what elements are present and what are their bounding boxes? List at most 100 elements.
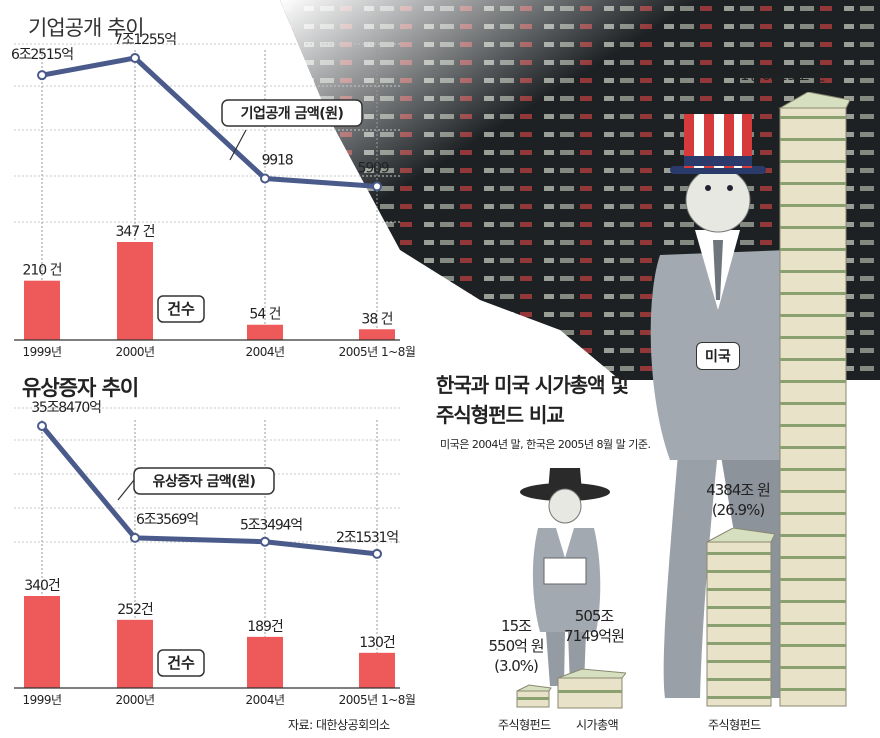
- money-band: [780, 204, 846, 207]
- money-band: [780, 248, 846, 251]
- money-band: [780, 226, 846, 229]
- money-band: [780, 380, 846, 383]
- amount-label: 2조1531억: [336, 530, 398, 546]
- amount-label: 5909: [358, 160, 389, 176]
- money-band: [780, 160, 846, 163]
- kr-fund-amount-1: 15조: [501, 617, 532, 635]
- amount-point: [372, 548, 382, 559]
- money-band: [707, 606, 771, 609]
- bar-value-label: 54 건: [249, 307, 280, 323]
- callout-box: [133, 467, 275, 495]
- kr-cap-stack: [557, 668, 626, 709]
- amount-callout: 기업공개 금액(원): [221, 99, 363, 161]
- comparison-title-line2: 주식형펀드 비교: [436, 403, 565, 427]
- amount-point: [260, 173, 270, 184]
- x-tick-label: 2005년 1~8월: [339, 345, 416, 359]
- money-band: [707, 570, 771, 573]
- money-band: [780, 468, 846, 471]
- callout-pointer: [229, 129, 247, 161]
- money-band: [780, 534, 846, 537]
- count-bar: [247, 636, 283, 688]
- comparison-title-line1: 한국과 미국 시가총액 및: [436, 373, 629, 397]
- ipo-chart: 210 건 347 건 54 건 38 건 1999년 2000년 2004년 2005년 1…: [11, 32, 416, 359]
- count-legend-label: 건수: [167, 300, 195, 318]
- callout-box: [221, 99, 363, 127]
- amount-line: [41, 55, 378, 189]
- rights-title: 유상증자 추이: [22, 376, 139, 400]
- money-band: [780, 446, 846, 449]
- count-legend-box: [157, 295, 205, 323]
- money-band: [780, 622, 846, 625]
- kr-fund-share: (3.0%): [494, 657, 539, 675]
- amount-point: [260, 536, 270, 547]
- count-bar: [24, 596, 60, 688]
- kr-cap-amount-1: 505조: [574, 607, 614, 625]
- money-band: [780, 666, 846, 669]
- money-band: [780, 578, 846, 581]
- money-band: [707, 552, 771, 555]
- money-band: [780, 336, 846, 339]
- amount-point: [37, 70, 47, 81]
- amount-label: 7조1255억: [114, 32, 176, 48]
- kr-cap-amount-2: 7149억원: [564, 627, 625, 645]
- money-band: [780, 512, 846, 515]
- money-band: [707, 696, 771, 699]
- money-band: [780, 358, 846, 361]
- count-legend-box: [157, 649, 205, 677]
- source-note: 자료: 대한상공회의소: [288, 718, 390, 732]
- money-band: [780, 688, 846, 691]
- bar-value-label: 210 건: [22, 263, 61, 279]
- money-band: [780, 556, 846, 559]
- amount-label: 5조3494억: [240, 518, 302, 534]
- count-bar: [117, 242, 153, 340]
- x-tick-label: 1999년: [22, 693, 61, 707]
- rights-chart: 340건 252건 189건 130건 1999년 2000년 2004년 2005년 1~8…: [14, 400, 416, 707]
- count-bar: [359, 652, 395, 688]
- money-band: [780, 314, 846, 317]
- amount-label: 35조8470억: [31, 400, 101, 416]
- bar-value-label: 252건: [117, 602, 153, 618]
- money-band: [707, 660, 771, 663]
- count-legend-label: 건수: [167, 654, 195, 672]
- callout-pointer: [117, 479, 135, 501]
- x-tick-label: 1999년: [22, 345, 61, 359]
- amount-point: [130, 532, 140, 543]
- us-fund-share: (26.9%): [711, 501, 765, 519]
- amount-label: 6조3569억: [136, 512, 198, 528]
- kr-fund-amount-2: 550억 원: [488, 637, 545, 655]
- amount-callout: 유상증자 금액(원): [117, 467, 275, 501]
- callout-label: 유상증자 금액(원): [153, 473, 256, 490]
- us-fund-stack: [706, 528, 775, 707]
- bar-value-label: 347 건: [115, 224, 154, 240]
- bar-value-label: 189건: [247, 619, 283, 635]
- count-bar: [117, 619, 153, 688]
- comparison-note: 미국은 2004년 말, 한국은 2005년 8월 말 기준.: [440, 438, 651, 451]
- x-tick-label: 2004년: [245, 345, 284, 359]
- money-band: [780, 270, 846, 273]
- x-tick-label: 2000년: [115, 693, 154, 707]
- amount-label: 6조2515억: [11, 47, 73, 63]
- ipo-title: 기업공개 추이: [28, 16, 145, 40]
- money-band: [780, 292, 846, 295]
- kr-fund-stack: [516, 684, 552, 708]
- count-bar: [359, 329, 395, 340]
- money-band: [780, 402, 846, 405]
- money-band: [707, 624, 771, 627]
- amount-label: 9918: [262, 153, 293, 169]
- bar-value-label: 340건: [24, 578, 60, 594]
- money-band: [780, 138, 846, 141]
- money-band: [707, 588, 771, 591]
- us-fund-caption: 주식형펀드: [708, 718, 761, 732]
- us-market-cap-stack: [778, 92, 850, 707]
- amount-point: [130, 53, 140, 63]
- us-market-cap-label: 1경6323조 원: [740, 66, 826, 84]
- us-fund-amount: 4384조 원: [706, 481, 771, 499]
- money-band: [707, 678, 771, 681]
- kr-fund-caption: 주식형펀드: [498, 718, 551, 732]
- count-bar: [247, 324, 283, 340]
- bar-value-label: 130건: [359, 635, 395, 651]
- callout-label: 기업공개 금액(원): [241, 105, 344, 122]
- kr-cap-caption: 시가총액: [576, 718, 619, 732]
- money-band: [780, 116, 846, 119]
- count-legend: 건수: [157, 649, 205, 677]
